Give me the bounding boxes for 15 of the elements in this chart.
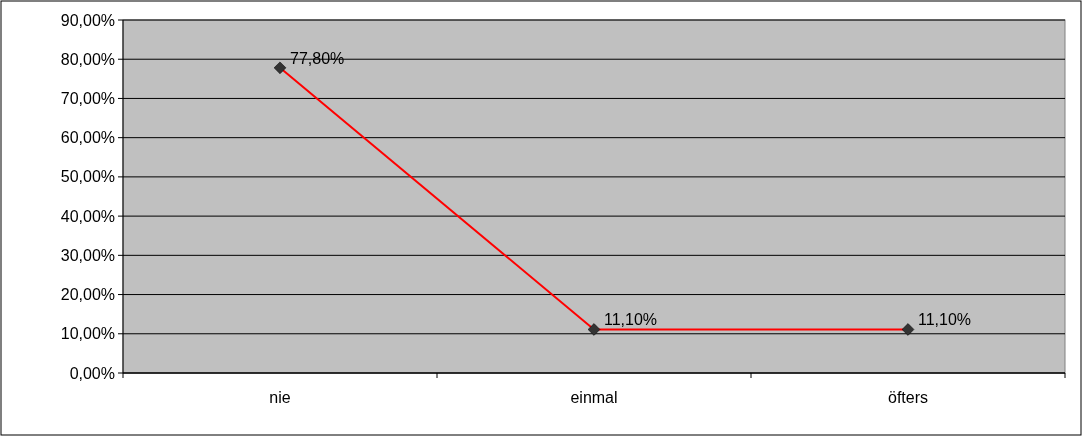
y-tick-label: 70,00%	[60, 90, 115, 108]
y-tick-label: 10,00%	[60, 325, 115, 343]
x-tick-label: einmal	[570, 389, 618, 406]
y-tick-label: 60,00%	[60, 129, 115, 147]
y-tick-label: 90,00%	[60, 11, 115, 29]
data-label: 11,10%	[604, 311, 658, 329]
y-tick-label: 50,00%	[60, 168, 115, 186]
data-label: 11,10%	[918, 311, 972, 329]
y-tick-label: 40,00%	[60, 207, 115, 225]
x-tick-label: öfters	[887, 389, 929, 406]
y-tick-label: 20,00%	[60, 286, 115, 304]
y-tick-label: 0,00%	[69, 364, 115, 382]
y-tick-label: 80,00%	[60, 50, 115, 68]
x-tick-label: nie	[269, 389, 291, 406]
y-tick-label: 30,00%	[60, 246, 115, 264]
